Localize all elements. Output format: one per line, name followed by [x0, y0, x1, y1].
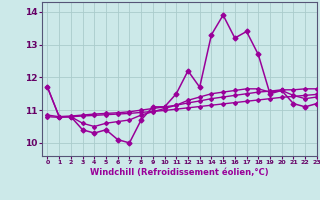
X-axis label: Windchill (Refroidissement éolien,°C): Windchill (Refroidissement éolien,°C) — [90, 168, 268, 177]
